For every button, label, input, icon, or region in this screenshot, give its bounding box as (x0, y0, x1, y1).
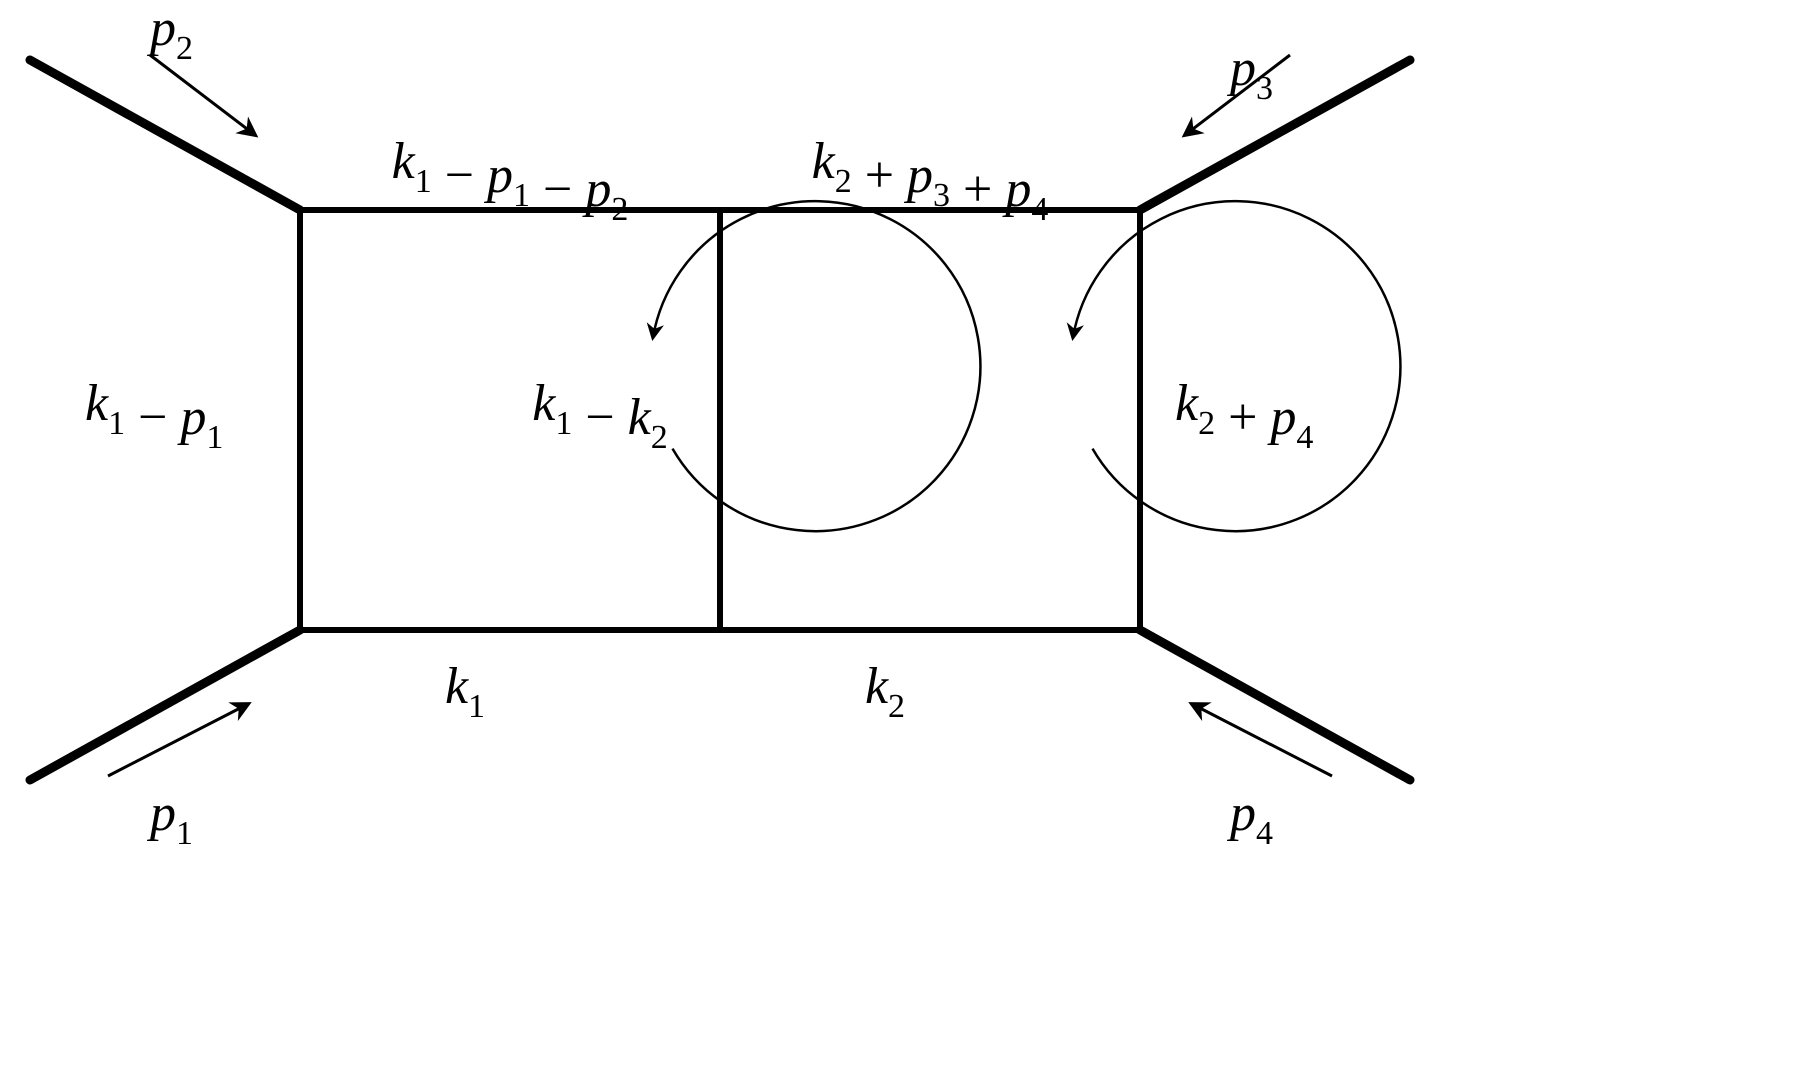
p4-arrow (1192, 704, 1332, 776)
label-k2: k2 (865, 658, 905, 725)
label-mid: k1 − k2 (532, 375, 668, 456)
label-k1: k1 (445, 658, 485, 725)
label-p3: p3 (1226, 40, 1273, 107)
internal-propagators-layer (300, 210, 1140, 630)
feynman-double-box-diagram: p2 p1 p3 p4 k1 − p1 − p2 k2 + p3 + p4 k1 − p1 k… (0, 0, 1795, 1066)
external-leg-1 (30, 60, 300, 210)
edge-labels-layer: p2 p1 p3 p4 k1 − p1 − p2 k2 + p3 + p4 k1 − p1 k… (85, 0, 1313, 852)
label-right: k2 + p4 (1175, 375, 1313, 456)
left-loop-arc (653, 201, 980, 531)
label-p1: p1 (146, 785, 193, 852)
p2-arrow (150, 55, 255, 135)
external-leg-3 (30, 630, 300, 780)
label-top-left: k1 − p1 − p2 (392, 133, 629, 228)
label-top-right: k2 + p3 + p4 (812, 133, 1049, 228)
external-leg-2 (1140, 60, 1410, 210)
label-left: k1 − p1 (85, 375, 223, 456)
loop-orientation-arcs-layer (653, 201, 1400, 531)
right-loop-arc (1073, 201, 1400, 531)
label-p2: p2 (146, 0, 193, 67)
external-leg-4 (1140, 630, 1410, 780)
p1-arrow (108, 704, 248, 776)
label-p4: p4 (1226, 785, 1273, 852)
